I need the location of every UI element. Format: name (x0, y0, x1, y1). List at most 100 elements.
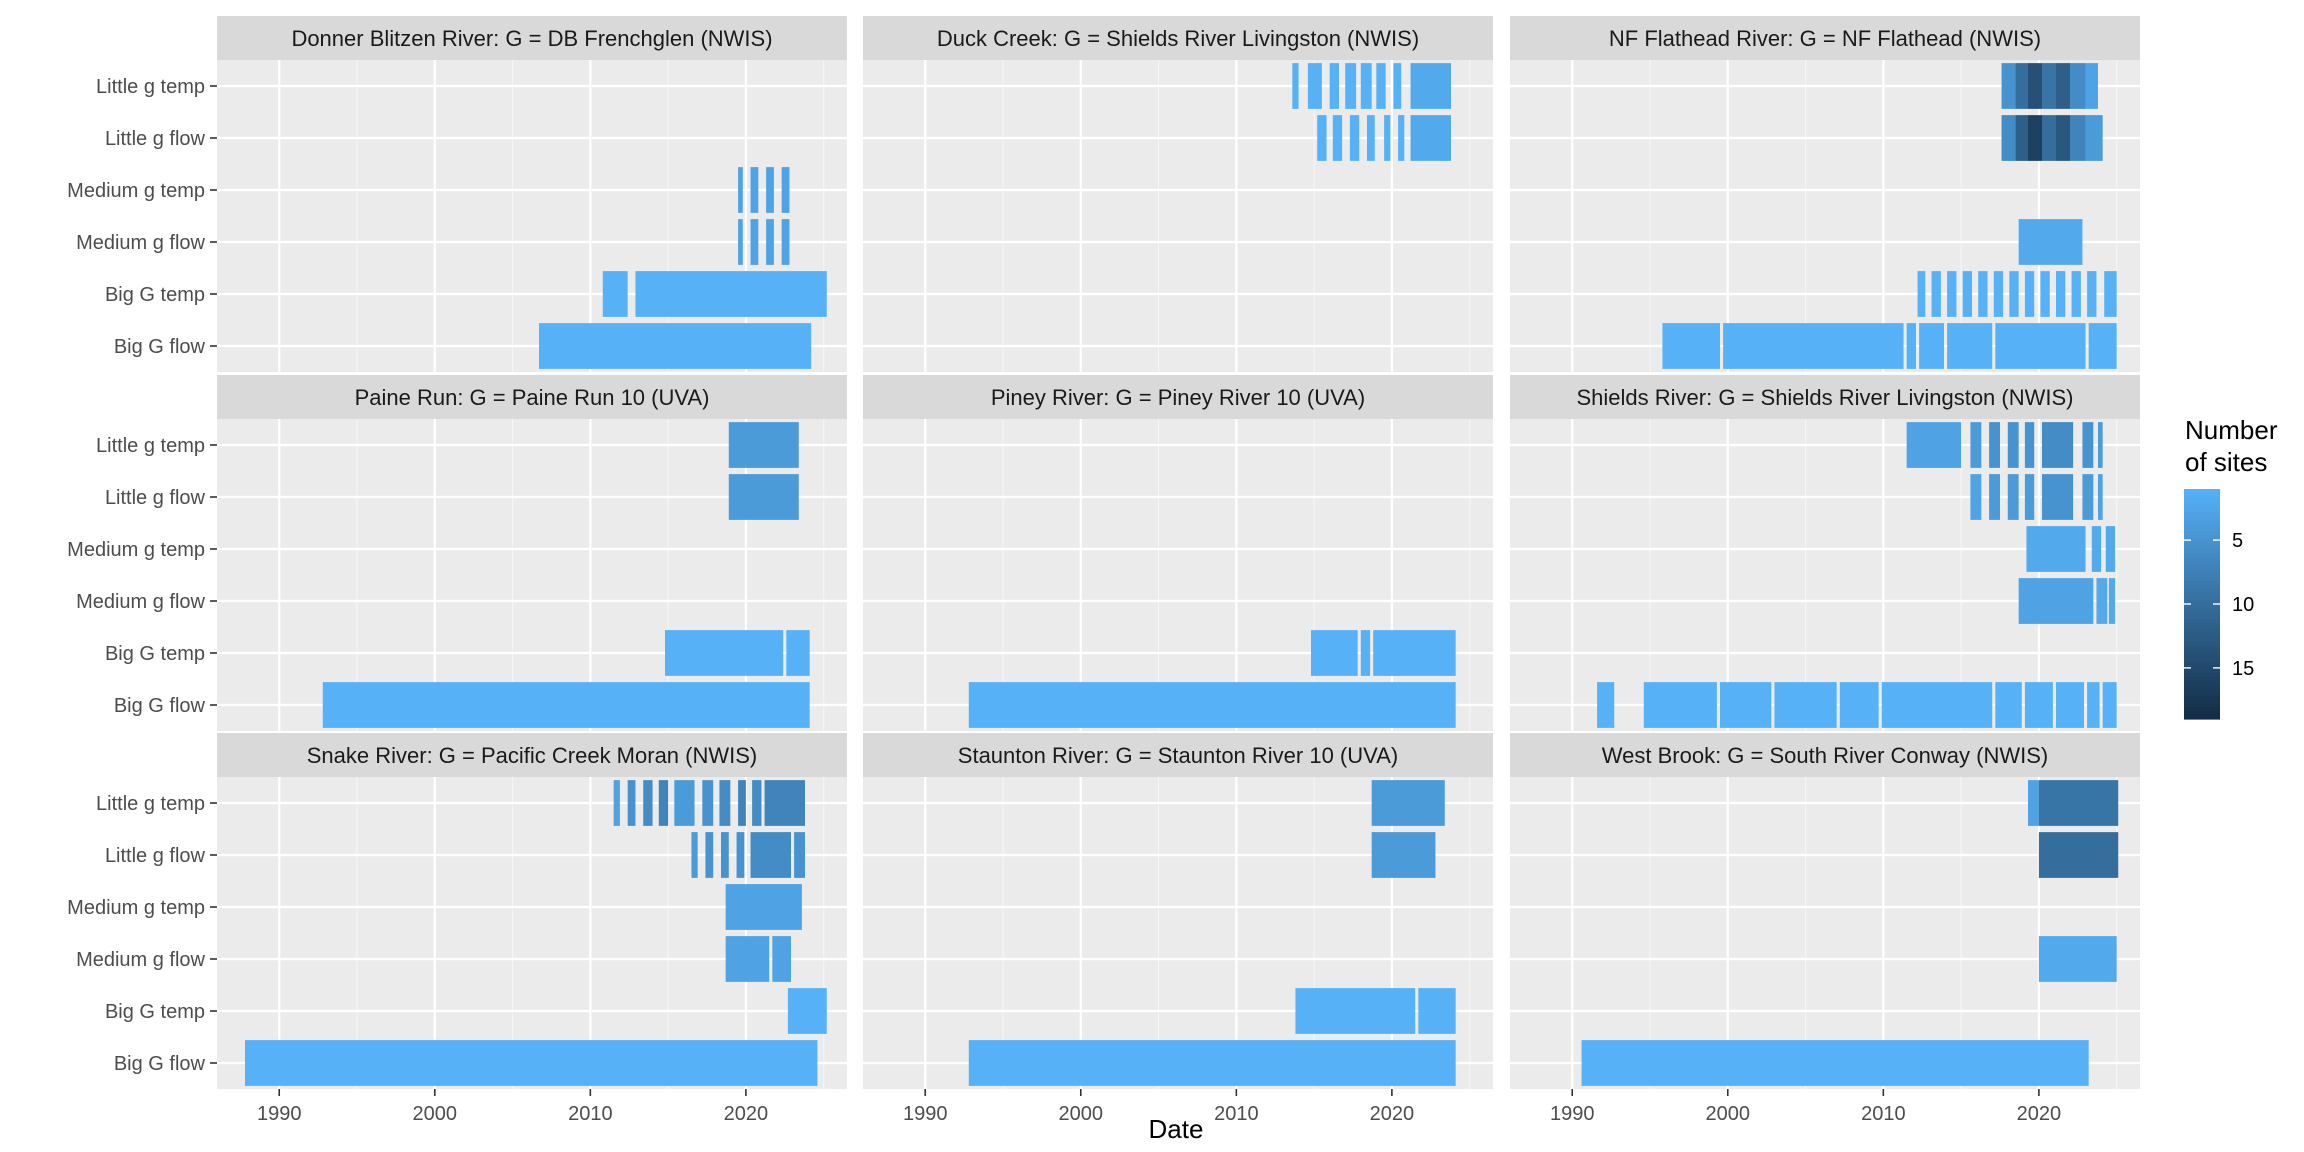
coverage-bar (2009, 271, 2019, 317)
coverage-bar (750, 219, 759, 265)
legend-gradient-step (2184, 692, 2220, 697)
x-tick-label: 2020 (724, 1103, 769, 1125)
facet-strip (217, 733, 847, 777)
coverage-bar (752, 780, 762, 826)
coverage-bar (736, 832, 745, 878)
legend-gradient-step (2184, 492, 2220, 498)
x-axis-title: Date (1149, 1114, 1204, 1144)
coverage-bar (772, 936, 791, 982)
legend-gradient-step (2184, 519, 2220, 525)
coverage-bar (702, 780, 714, 826)
y-tick-label: Big G temp (105, 284, 205, 306)
coverage-bar (2015, 63, 2028, 109)
facet-panel: Shields River: G = Shields River Livings… (1510, 375, 2140, 731)
y-tick-label: Big G temp (105, 643, 205, 665)
plot-background (863, 60, 1493, 372)
legend-gradient-step (2184, 665, 2220, 670)
facet-strip (863, 375, 1493, 419)
coverage-bar (1978, 271, 1988, 317)
coverage-bar (1367, 115, 1375, 161)
facet-strip (863, 16, 1493, 60)
coverage-bar (1947, 271, 1957, 317)
facet-panel: Paine Run: G = Paine Run 10 (UVA) Little … (67, 375, 847, 731)
legend-gradient-step (2184, 565, 2220, 571)
legend-gradient-step (2184, 512, 2220, 517)
legend-gradient-step (2184, 515, 2220, 521)
legend-gradient-step (2184, 538, 2220, 544)
coverage-bar (2056, 115, 2070, 161)
coverage-bar (1723, 323, 1904, 369)
x-tick-label: 1990 (1550, 1103, 1595, 1125)
legend-gradient-step (2184, 615, 2220, 620)
coverage-bar (1332, 115, 1343, 161)
coverage-bar (719, 780, 731, 826)
legend-title-line-2: of sites (2185, 447, 2267, 477)
y-tick-label: Little g temp (96, 76, 205, 98)
legend-gradient-step (2184, 577, 2220, 582)
coverage-bar (635, 271, 827, 317)
coverage-bar (781, 167, 790, 213)
legend-gradient-step (2184, 489, 2220, 494)
coverage-bar (1360, 63, 1372, 109)
coverage-bar (602, 271, 628, 317)
legend-gradient-step (2184, 508, 2220, 513)
coverage-bar (705, 832, 714, 878)
coverage-bar (1311, 630, 1358, 676)
coverage-bar (2056, 682, 2084, 728)
legend-gradient-step (2184, 707, 2220, 712)
coverage-bar (1720, 682, 1772, 728)
x-tick-label: 2020 (2017, 1103, 2062, 1125)
legend-gradient-step (2184, 604, 2220, 609)
legend-gradient-step (2184, 703, 2220, 709)
facet-panel: Staunton River: G = Staunton River 10 (U… (863, 733, 1493, 1125)
x-tick-label: 2010 (1214, 1103, 1259, 1125)
coverage-bar (2070, 115, 2086, 161)
plot-background (1510, 777, 2140, 1089)
coverage-bar (2024, 271, 2035, 317)
legend-gradient-step (2184, 581, 2220, 586)
legend-gradient-step (2184, 715, 2220, 720)
coverage-bar (2056, 63, 2070, 109)
y-tick-label: Medium g flow (76, 232, 205, 254)
x-tick-label: 1990 (257, 1103, 302, 1125)
coverage-bar (2007, 474, 2019, 520)
legend-gradient-step (2184, 569, 2220, 574)
legend-gradient-step (2184, 546, 2220, 551)
legend-gradient-step (2184, 607, 2220, 613)
coverage-bar (2024, 422, 2035, 468)
facet-panel: Donner Blitzen River: G = DB Frenchglen … (67, 16, 847, 372)
plot-background (863, 777, 1493, 1089)
y-tick-label: Medium g temp (67, 897, 205, 919)
coverage-bar (2038, 832, 2119, 878)
y-tick-label: Little g flow (105, 128, 206, 150)
coverage-bar (1906, 323, 1916, 369)
coverage-bar (2104, 271, 2117, 317)
legend-title-line-1: Number (2185, 415, 2278, 445)
legend-gradient-step (2184, 669, 2220, 674)
legend-gradient-step (2184, 584, 2220, 590)
facet-panel: Snake River: G = Pacific Creek Moran (NW… (67, 733, 847, 1125)
y-tick-label: Big G flow (114, 695, 206, 717)
x-tick-label: 2010 (568, 1103, 613, 1125)
facet-strip (1510, 16, 2140, 60)
coverage-bar (2070, 63, 2086, 109)
coverage-bar (738, 167, 743, 213)
coverage-bar (539, 323, 812, 369)
legend-gradient-step (2184, 684, 2220, 689)
coverage-bar (2024, 474, 2035, 520)
coverage-bar (1292, 63, 1299, 109)
coverage-bar (1373, 630, 1456, 676)
facet-title: Donner Blitzen River: G = DB Frenchglen … (291, 26, 772, 51)
facet-panels: Donner Blitzen River: G = DB Frenchglen … (67, 16, 2140, 1125)
coverage-bar (1839, 682, 1879, 728)
coverage-bar (1995, 323, 2086, 369)
coverage-bar (1993, 271, 2004, 317)
legend-gradient-step (2184, 642, 2220, 647)
legend-gradient-step (2184, 696, 2220, 701)
legend-gradient-step (2184, 619, 2220, 624)
coverage-bar (2102, 682, 2117, 728)
plot-background (217, 419, 847, 731)
coverage-bar (968, 1040, 1456, 1086)
coverage-bar (781, 219, 790, 265)
